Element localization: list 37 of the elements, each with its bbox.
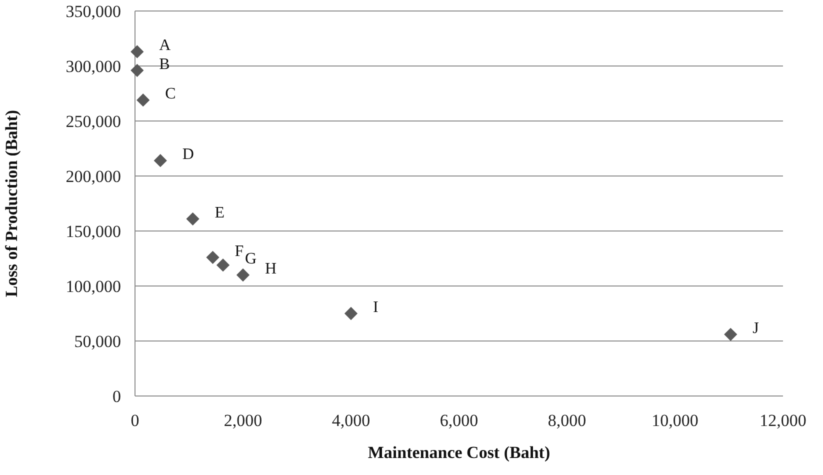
x-tick-label: 0 [130,411,140,430]
annotation: B [159,56,170,73]
annotation: F [234,242,244,260]
x-tick-label: 4,000 [332,411,370,430]
point [724,328,738,341]
y-tick-label: 250,000 [66,112,121,131]
annotation: G [245,250,258,268]
x-tick-label: 2,000 [224,411,262,430]
annotation: I [373,298,378,316]
annotation: H [265,260,277,278]
y-tick-label: 0 [112,386,121,406]
point [206,250,220,264]
y-tick-label: 150,000 [66,222,121,241]
annotation: C [165,86,176,102]
point [216,258,230,272]
annotation: A [159,37,172,54]
annotation: J [752,320,759,337]
y-tick-label: 50,000 [74,332,121,351]
point [130,45,144,58]
annotation: E [214,204,225,222]
point [186,212,200,226]
x-tick-label: 8,000 [548,411,586,430]
x-axis-title: Maintenance Cost (Baht) [368,443,550,462]
y-tick-label: 350,000 [66,2,121,21]
point [130,64,144,77]
point [344,306,358,320]
y-tick-label: 100,000 [66,276,121,296]
x-tick-label: 6,000 [440,411,478,430]
annotation: D [182,146,194,163]
point [136,94,150,107]
x-tick-label: 12,000 [760,411,806,430]
x-tick-label: 10,000 [652,411,698,430]
y-axis-title: Loss of Production (Baht) [2,110,21,298]
point [236,268,250,282]
point [154,154,167,168]
y-tick-label: 200,000 [66,166,121,186]
y-tick-label: 300,000 [66,56,121,76]
